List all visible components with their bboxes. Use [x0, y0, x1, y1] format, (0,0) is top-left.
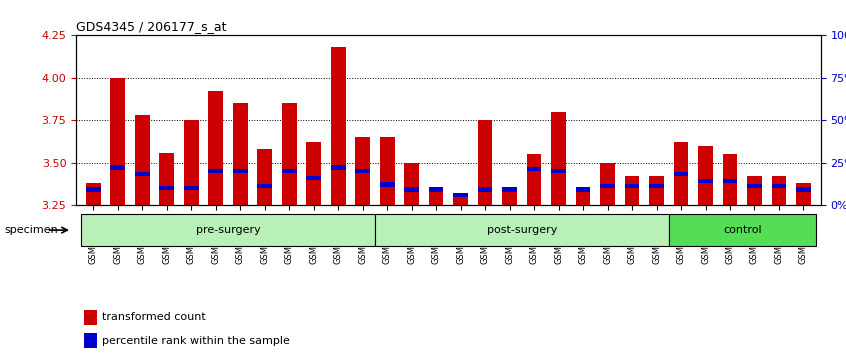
Bar — [673, 172, 689, 176]
Bar — [673, 142, 689, 205]
Bar — [306, 142, 321, 205]
Bar — [355, 169, 370, 173]
Bar — [380, 182, 394, 187]
Bar — [331, 47, 345, 205]
Bar — [429, 188, 443, 192]
Bar — [257, 149, 272, 205]
Bar — [282, 103, 297, 205]
Bar — [111, 78, 125, 205]
Bar — [796, 188, 810, 192]
Bar — [404, 163, 419, 205]
Text: specimen: specimen — [4, 225, 58, 235]
Bar — [159, 153, 174, 205]
Bar — [306, 176, 321, 180]
Bar — [698, 179, 713, 183]
Bar — [503, 188, 517, 192]
Bar — [478, 120, 492, 205]
Bar — [600, 163, 615, 205]
Text: pre-surgery: pre-surgery — [195, 225, 261, 235]
Bar — [331, 165, 345, 170]
Bar — [86, 183, 101, 205]
Bar — [429, 188, 443, 205]
FancyBboxPatch shape — [375, 214, 669, 246]
Text: GDS4345 / 206177_s_at: GDS4345 / 206177_s_at — [76, 20, 227, 33]
Bar — [184, 120, 199, 205]
Bar — [135, 115, 150, 205]
Bar — [527, 154, 541, 205]
Bar — [722, 154, 738, 205]
Bar — [772, 176, 786, 205]
Bar — [503, 188, 517, 205]
Bar — [552, 112, 566, 205]
Bar — [233, 169, 248, 173]
Bar — [624, 176, 640, 205]
Bar — [576, 188, 591, 192]
Bar — [86, 188, 101, 192]
Bar — [355, 137, 370, 205]
Bar — [84, 310, 97, 325]
Bar — [282, 169, 297, 173]
Bar — [747, 184, 762, 188]
Bar — [796, 183, 810, 205]
Bar — [380, 137, 394, 205]
Bar — [649, 184, 664, 188]
Text: control: control — [723, 225, 761, 235]
Bar — [772, 184, 786, 188]
Bar — [208, 91, 223, 205]
Bar — [722, 179, 738, 183]
Bar — [649, 176, 664, 205]
Bar — [159, 186, 174, 190]
Bar — [84, 333, 97, 348]
Bar — [624, 184, 640, 188]
Bar — [600, 184, 615, 188]
Bar — [257, 184, 272, 188]
Bar — [404, 188, 419, 192]
Text: post-surgery: post-surgery — [486, 225, 557, 235]
Bar — [576, 188, 591, 205]
Bar — [552, 169, 566, 173]
Bar — [747, 176, 762, 205]
FancyBboxPatch shape — [669, 214, 816, 246]
Bar — [208, 169, 223, 173]
Bar — [527, 167, 541, 171]
Bar — [111, 165, 125, 170]
Bar — [184, 186, 199, 190]
Bar — [453, 197, 468, 205]
Text: transformed count: transformed count — [102, 312, 206, 322]
Bar — [698, 146, 713, 205]
Bar — [478, 188, 492, 192]
Bar — [233, 103, 248, 205]
FancyBboxPatch shape — [81, 214, 375, 246]
Bar — [453, 193, 468, 197]
Text: percentile rank within the sample: percentile rank within the sample — [102, 336, 290, 346]
Bar — [135, 172, 150, 176]
